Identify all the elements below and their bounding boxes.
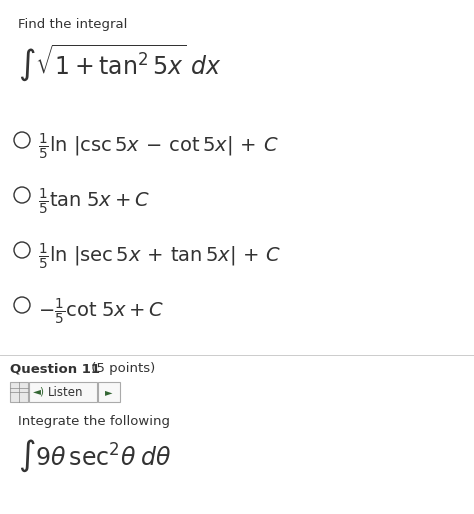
- Text: Question 11: Question 11: [10, 362, 100, 375]
- Text: (5 points): (5 points): [87, 362, 155, 375]
- Text: ◄): ◄): [33, 387, 45, 397]
- FancyBboxPatch shape: [10, 382, 28, 402]
- Text: Listen: Listen: [48, 386, 83, 398]
- FancyBboxPatch shape: [98, 382, 120, 402]
- Text: $\frac{1}{5}\mathrm{tan}\;5x + C$: $\frac{1}{5}\mathrm{tan}\;5x + C$: [38, 187, 150, 217]
- Text: $\frac{1}{5}\ln\,|\mathrm{sec}\,5x\,+\,\mathrm{tan}\,5x|\,+\,C$: $\frac{1}{5}\ln\,|\mathrm{sec}\,5x\,+\,\…: [38, 242, 282, 272]
- Text: ►: ►: [105, 387, 113, 397]
- Text: Find the integral: Find the integral: [18, 18, 128, 31]
- Text: Integrate the following: Integrate the following: [18, 415, 170, 428]
- Text: $-\frac{1}{5}\mathrm{cot}\;5x + C$: $-\frac{1}{5}\mathrm{cot}\;5x + C$: [38, 297, 164, 327]
- FancyBboxPatch shape: [29, 382, 97, 402]
- Text: $\frac{1}{5}\ln\,|\mathrm{csc}\,5x\,-\,\mathrm{cot}\,5x|\,+\,C$: $\frac{1}{5}\ln\,|\mathrm{csc}\,5x\,-\,\…: [38, 132, 279, 162]
- Text: $\int 9\theta\,\mathrm{sec}^2\theta\;d\theta$: $\int 9\theta\,\mathrm{sec}^2\theta\;d\t…: [18, 438, 172, 474]
- Text: $\int \sqrt{1 + \tan^2 5x} \; dx$: $\int \sqrt{1 + \tan^2 5x} \; dx$: [18, 42, 222, 83]
